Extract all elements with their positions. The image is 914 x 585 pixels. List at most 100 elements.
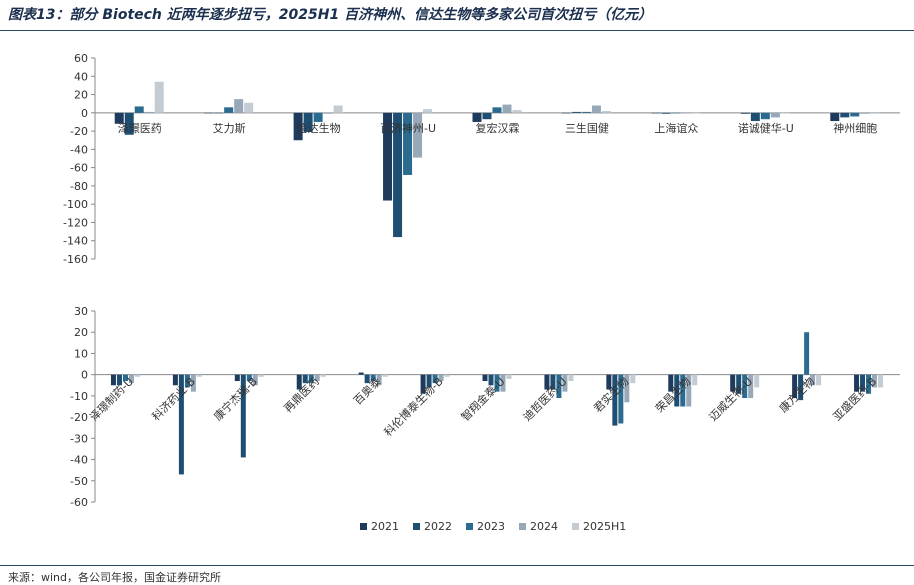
panel0-bar-5-4 [601, 110, 611, 113]
panel0-bar-1-1 [214, 112, 224, 114]
legend: 2021 2022 2023 2024 2025H1 [360, 520, 626, 533]
panel0-ytick-label-5: -40 [70, 143, 88, 156]
panel1-ytick-label-8: -50 [70, 475, 88, 488]
panel0-bar-7-3 [770, 112, 780, 118]
panel0-bar-8-2 [850, 112, 860, 117]
panel0-bar-5-3 [591, 105, 601, 113]
panel0-category-label-8: 神州细胞 [833, 121, 877, 135]
panel1-bar-5-2 [432, 374, 438, 384]
panel0-category-label-5: 三生国健 [565, 121, 609, 135]
panel1-bar-5-0 [420, 374, 426, 394]
panel1-bar-10-2 [742, 374, 748, 399]
panel1-bar-10-1 [736, 374, 742, 394]
panel1-bar-0-4 [134, 374, 140, 377]
panel1-bar-7-3 [562, 374, 568, 392]
panel0-bar-3-4 [423, 109, 433, 113]
panel1-bar-1-3 [190, 374, 196, 392]
panel1-bar-4-2 [370, 374, 376, 382]
panel1-bar-12-0 [854, 374, 860, 392]
panel0-bar-1-2 [224, 107, 234, 113]
panel0-bar-1-0 [204, 112, 214, 114]
panel1-bar-9-4 [692, 374, 698, 386]
panel0-bar-3-3 [413, 112, 423, 158]
panel1-ytick-label-5: -20 [70, 411, 88, 424]
panel1-bar-7-1 [550, 374, 556, 390]
panel0-bar-3-0 [383, 112, 393, 201]
panel0-bar-0-3 [144, 111, 154, 113]
panel1-bar-8-1 [612, 374, 618, 426]
panel0-ytick-label-11: -160 [63, 253, 88, 266]
panel0-bar-5-2 [581, 111, 591, 113]
panel0-bar-7-2 [760, 112, 770, 120]
panel1-bar-3-1 [302, 374, 308, 384]
legend-item-2022: 2022 [413, 520, 452, 533]
panel0-ytick-label-10: -140 [63, 235, 88, 248]
panel1-bar-7-4 [568, 374, 574, 382]
panel1-bar-2-3 [252, 374, 258, 386]
panel0-bar-8-3 [860, 112, 870, 114]
panel1-bar-10-0 [730, 374, 736, 392]
panel1-bar-5-3 [438, 374, 444, 382]
panel1-bar-11-2 [804, 332, 810, 375]
panel0-bar-3-1 [393, 112, 403, 238]
panel1-bar-4-4 [382, 374, 388, 377]
panel1-category-label-2: 康宁杰瑞-B [211, 374, 260, 423]
legend-swatch-2025h1 [572, 523, 579, 530]
panel1-bar-2-0 [234, 374, 240, 382]
panel0-category-label-2: 信达生物 [297, 121, 341, 135]
panel0-bar-0-2 [134, 106, 144, 113]
panel1-bar-0-1 [116, 374, 122, 386]
panel1-bar-4-3 [376, 374, 382, 386]
legend-label-2025h1: 2025H1 [583, 520, 627, 533]
panel0-bar-4-1 [482, 112, 492, 120]
panel1-bar-11-1 [798, 374, 804, 401]
panel0-bar-4-4 [512, 110, 522, 113]
panel1-bar-9-2 [680, 374, 686, 407]
panel0-bar-8-4 [870, 112, 880, 114]
panel1-bar-6-0 [482, 374, 488, 382]
panel1-bar-8-0 [606, 374, 612, 390]
panel1-bar-11-3 [810, 374, 816, 386]
panel0-bar-8-0 [830, 112, 840, 122]
panel0-ytick-label-2: 20 [74, 89, 88, 102]
panel0-ytick-label-9: -120 [63, 216, 88, 229]
panel1-bar-10-3 [748, 374, 754, 399]
legend-label-2024: 2024 [530, 520, 558, 533]
panel1-category-label-6: 智翔金泰-U [458, 374, 508, 424]
legend-item-2021: 2021 [360, 520, 399, 533]
legend-label-2023: 2023 [477, 520, 505, 533]
panel1-bar-8-2 [618, 374, 624, 424]
panel1-category-label-5: 科伦博泰生物-B [381, 374, 446, 439]
panel1-bar-7-0 [544, 374, 550, 390]
panel1-bar-12-1 [860, 374, 866, 392]
panel0-bar-5-0 [561, 112, 571, 114]
panel0-category-label-0: 泽璟医药 [118, 122, 162, 135]
legend-label-2021: 2021 [371, 520, 399, 533]
panel0-ytick-label-7: -80 [70, 180, 88, 193]
panel0-bar-2-1 [303, 112, 313, 133]
panel0-bar-6-3 [681, 112, 691, 114]
panel1-bar-9-1 [674, 374, 680, 407]
panel1-bar-7-2 [556, 374, 562, 399]
panel1-ytick-label-3: 0 [81, 369, 88, 382]
panel1-bar-4-0 [358, 372, 364, 375]
panel1-bar-9-0 [668, 374, 674, 392]
panel0-ytick-label-6: -60 [70, 162, 88, 175]
panel1-bar-11-0 [792, 374, 798, 399]
panel0-bar-3-2 [403, 112, 413, 175]
panel1-bar-4-1 [364, 374, 370, 384]
panel0-bar-5-1 [571, 111, 581, 113]
panel1-bar-10-4 [754, 374, 760, 388]
panel0-bar-2-4 [333, 105, 343, 113]
panel1-bar-2-2 [246, 374, 252, 382]
chart-title: 图表13：部分 Biotech 近两年逐步扭亏，2025H1 百济神州、信达生物… [8, 7, 653, 23]
panel1-bar-2-1 [240, 374, 246, 458]
panel1-bar-8-3 [624, 374, 630, 403]
panel1-bar-0-3 [128, 374, 134, 384]
panel1-bar-5-4 [444, 374, 450, 377]
panel1-bar-3-3 [314, 374, 320, 382]
panel1-bar-0-2 [122, 374, 128, 382]
panel1-bar-6-4 [506, 374, 512, 379]
legend-swatch-2023 [466, 523, 473, 530]
panel0-bar-0-4 [154, 81, 164, 113]
